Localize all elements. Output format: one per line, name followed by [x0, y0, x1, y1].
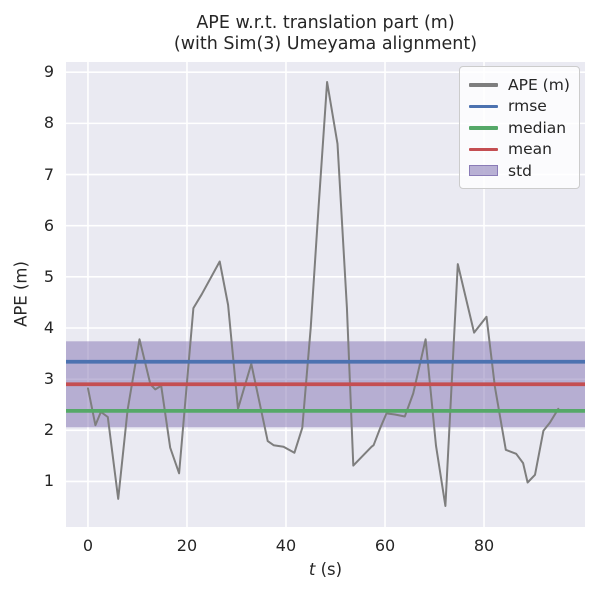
- y-tick-label: 2: [43, 420, 54, 440]
- y-tick-label: 3: [43, 369, 54, 389]
- y-tick-label: 5: [43, 266, 54, 286]
- x-tick-label: 0: [82, 536, 94, 555]
- x-axis-label-unit: (s): [315, 560, 343, 579]
- legend-swatch-line: [469, 83, 498, 87]
- legend-label: mean: [508, 140, 552, 159]
- x-axis-label: t (s): [66, 560, 585, 579]
- legend-swatch-line: [469, 147, 498, 151]
- chart-canvas: [66, 62, 585, 527]
- chart-title-line2: (with Sim(3) Umeyama alignment): [173, 34, 478, 54]
- legend-item-median: median: [469, 117, 571, 139]
- legend-swatch-line: [469, 104, 498, 108]
- chart-title: APE w.r.t. translation part (m) (with Si…: [66, 13, 585, 55]
- y-tick-label: 6: [43, 215, 54, 235]
- legend-item-ape-m-: APE (m): [469, 74, 571, 96]
- legend-label: median: [508, 118, 567, 137]
- x-tick-label: 60: [374, 536, 396, 555]
- legend-item-std: std: [469, 160, 571, 182]
- legend-label: APE (m): [508, 75, 570, 94]
- y-tick-label: 7: [43, 164, 54, 184]
- x-tick-label: 40: [275, 536, 297, 555]
- legend: APE (m) rmse median mean std: [459, 66, 580, 189]
- legend-item-rmse: rmse: [469, 96, 571, 118]
- y-tick-label: 4: [43, 318, 54, 337]
- legend-swatch-patch: [469, 165, 498, 177]
- y-tick-label: 1: [43, 471, 54, 491]
- chart-title-line1: APE w.r.t. translation part (m): [196, 13, 455, 33]
- legend-label: std: [508, 161, 532, 180]
- x-axis-label-variable: t: [308, 560, 316, 579]
- x-tick-label: 20: [176, 536, 198, 555]
- y-tick-label: 9: [43, 62, 54, 82]
- y-tick-label: 8: [43, 113, 54, 133]
- legend-label: rmse: [508, 97, 547, 116]
- legend-item-mean: mean: [469, 139, 571, 161]
- legend-swatch-line: [469, 126, 498, 130]
- x-tick-label: 80: [473, 536, 495, 555]
